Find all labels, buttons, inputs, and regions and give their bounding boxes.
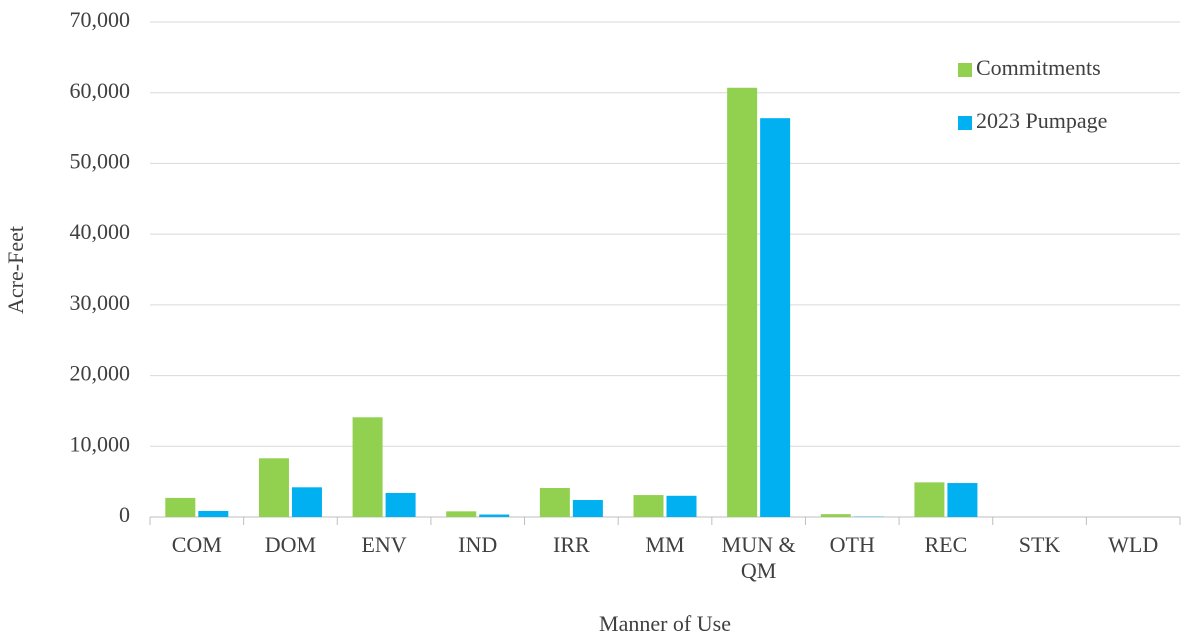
bar — [198, 510, 229, 517]
x-tick-label: MUN & QM — [721, 532, 796, 583]
bar — [727, 87, 758, 517]
y-tick-label: 20,000 — [70, 361, 131, 386]
x-tick-label: WLD — [1108, 532, 1159, 557]
legend-label: 2023 Pumpage — [976, 108, 1107, 133]
y-tick-label: 0 — [119, 502, 130, 527]
x-tick-label: IRR — [553, 532, 590, 557]
y-tick-label: 60,000 — [70, 78, 131, 103]
bar — [760, 118, 791, 518]
legend-label: Commitments — [976, 55, 1101, 80]
bar — [352, 417, 383, 517]
x-tick-label: MM — [645, 532, 685, 557]
legend-swatch — [958, 116, 972, 130]
legend-swatch — [958, 63, 972, 77]
y-tick-label: 50,000 — [70, 148, 131, 173]
bar — [539, 488, 570, 517]
bar — [479, 514, 510, 517]
y-tick-label: 70,000 — [70, 7, 131, 32]
x-tick-label: OTH — [829, 532, 875, 557]
x-tick-label: ENV — [361, 532, 407, 557]
bar — [258, 458, 289, 517]
bar — [165, 497, 196, 517]
x-tick-label: REC — [924, 532, 968, 557]
bar — [446, 511, 477, 517]
bar — [633, 495, 664, 517]
bar — [572, 500, 603, 517]
bar — [385, 492, 416, 517]
bar — [820, 514, 851, 517]
bar — [947, 483, 978, 517]
bar — [914, 482, 945, 517]
bar — [291, 487, 322, 517]
y-tick-label: 40,000 — [70, 219, 131, 244]
x-tick-label: COM — [171, 532, 222, 557]
bar — [666, 495, 697, 517]
x-tick-label: STK — [1018, 532, 1061, 557]
y-tick-label: 10,000 — [70, 431, 131, 456]
x-tick-label: DOM — [264, 532, 317, 557]
y-axis-title: Acre-Feet — [3, 226, 28, 314]
x-axis-title: Manner of Use — [599, 611, 731, 636]
y-tick-label: 30,000 — [70, 290, 131, 315]
x-tick-label: IND — [458, 532, 498, 557]
